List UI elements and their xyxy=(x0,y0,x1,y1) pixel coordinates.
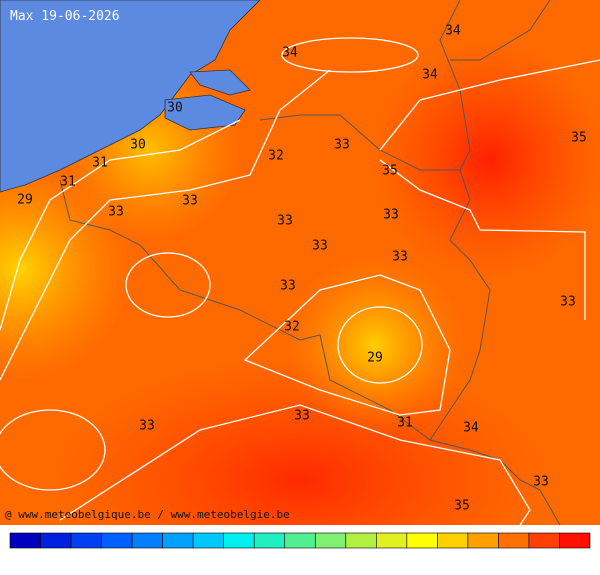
isotherm-label: 34 xyxy=(463,421,479,436)
map-title: Max 19-06-2026 xyxy=(10,9,120,24)
scale-swatch xyxy=(223,532,255,549)
isotherm-label: 33 xyxy=(182,194,198,209)
isotherm-label: 33 xyxy=(312,239,328,254)
scale-swatch xyxy=(40,532,72,549)
isotherm-label: 32 xyxy=(268,149,284,164)
isotherm-label: 31 xyxy=(92,156,108,171)
scale-swatch xyxy=(284,532,316,549)
scale-swatch xyxy=(70,532,102,549)
isotherm-label: 33 xyxy=(280,279,296,294)
isotherm-label: 33 xyxy=(294,409,310,424)
scale-swatch xyxy=(253,532,286,549)
scale-swatch xyxy=(498,532,530,549)
isotherm-label: 34 xyxy=(422,68,438,83)
scale-swatch xyxy=(9,532,41,549)
isotherm-label: 33 xyxy=(560,295,576,310)
isotherm-labels: 34 34 34 30 30 31 31 29 33 33 32 33 35 35 33 33 33 33 33 32… xyxy=(17,24,587,514)
scale-swatch xyxy=(559,532,591,549)
scale-swatch xyxy=(437,532,469,549)
scale-swatch xyxy=(131,532,163,549)
isotherm-label: 31 xyxy=(60,175,76,190)
scale-swatch xyxy=(101,532,133,549)
scale-swatch xyxy=(314,532,347,549)
scale-swatch xyxy=(345,532,377,549)
isotherm-label: 33 xyxy=(392,250,408,265)
isotherm-label: 32 xyxy=(284,320,300,335)
isotherm-label: 34 xyxy=(445,24,461,39)
isotherm-label: 35 xyxy=(382,164,398,179)
isotherm-label: 35 xyxy=(571,131,587,146)
isotherm-label: 33 xyxy=(108,205,124,220)
scale-swatch xyxy=(192,532,224,549)
isotherm-label: 35 xyxy=(454,499,470,514)
isotherm-label: 31 xyxy=(397,416,413,431)
isotherm-label: 33 xyxy=(277,214,293,229)
map-area: Max 19-06-2026 @ www.meteobelgique.be / … xyxy=(0,0,600,526)
isotherm-label: 30 xyxy=(130,138,146,153)
scale-swatch xyxy=(528,532,560,549)
credit: @ www.meteobelgique.be / www.meteobelgie… xyxy=(5,508,290,521)
isotherm-label: 33 xyxy=(533,475,549,490)
isotherm-label: 30 xyxy=(167,101,183,116)
scale-swatch xyxy=(162,532,194,549)
color-scale xyxy=(9,532,591,549)
isotherm-label: 33 xyxy=(334,138,350,153)
isotherm-label: 34 xyxy=(282,46,298,61)
scale-swatch xyxy=(467,532,499,549)
isotherm-label: 33 xyxy=(383,208,399,223)
isotherm-label: 29 xyxy=(367,351,383,366)
isotherm-label: 33 xyxy=(139,419,155,434)
scale-swatch xyxy=(376,532,408,549)
scale-swatch xyxy=(406,532,438,549)
isotherm-label: 29 xyxy=(17,193,33,208)
